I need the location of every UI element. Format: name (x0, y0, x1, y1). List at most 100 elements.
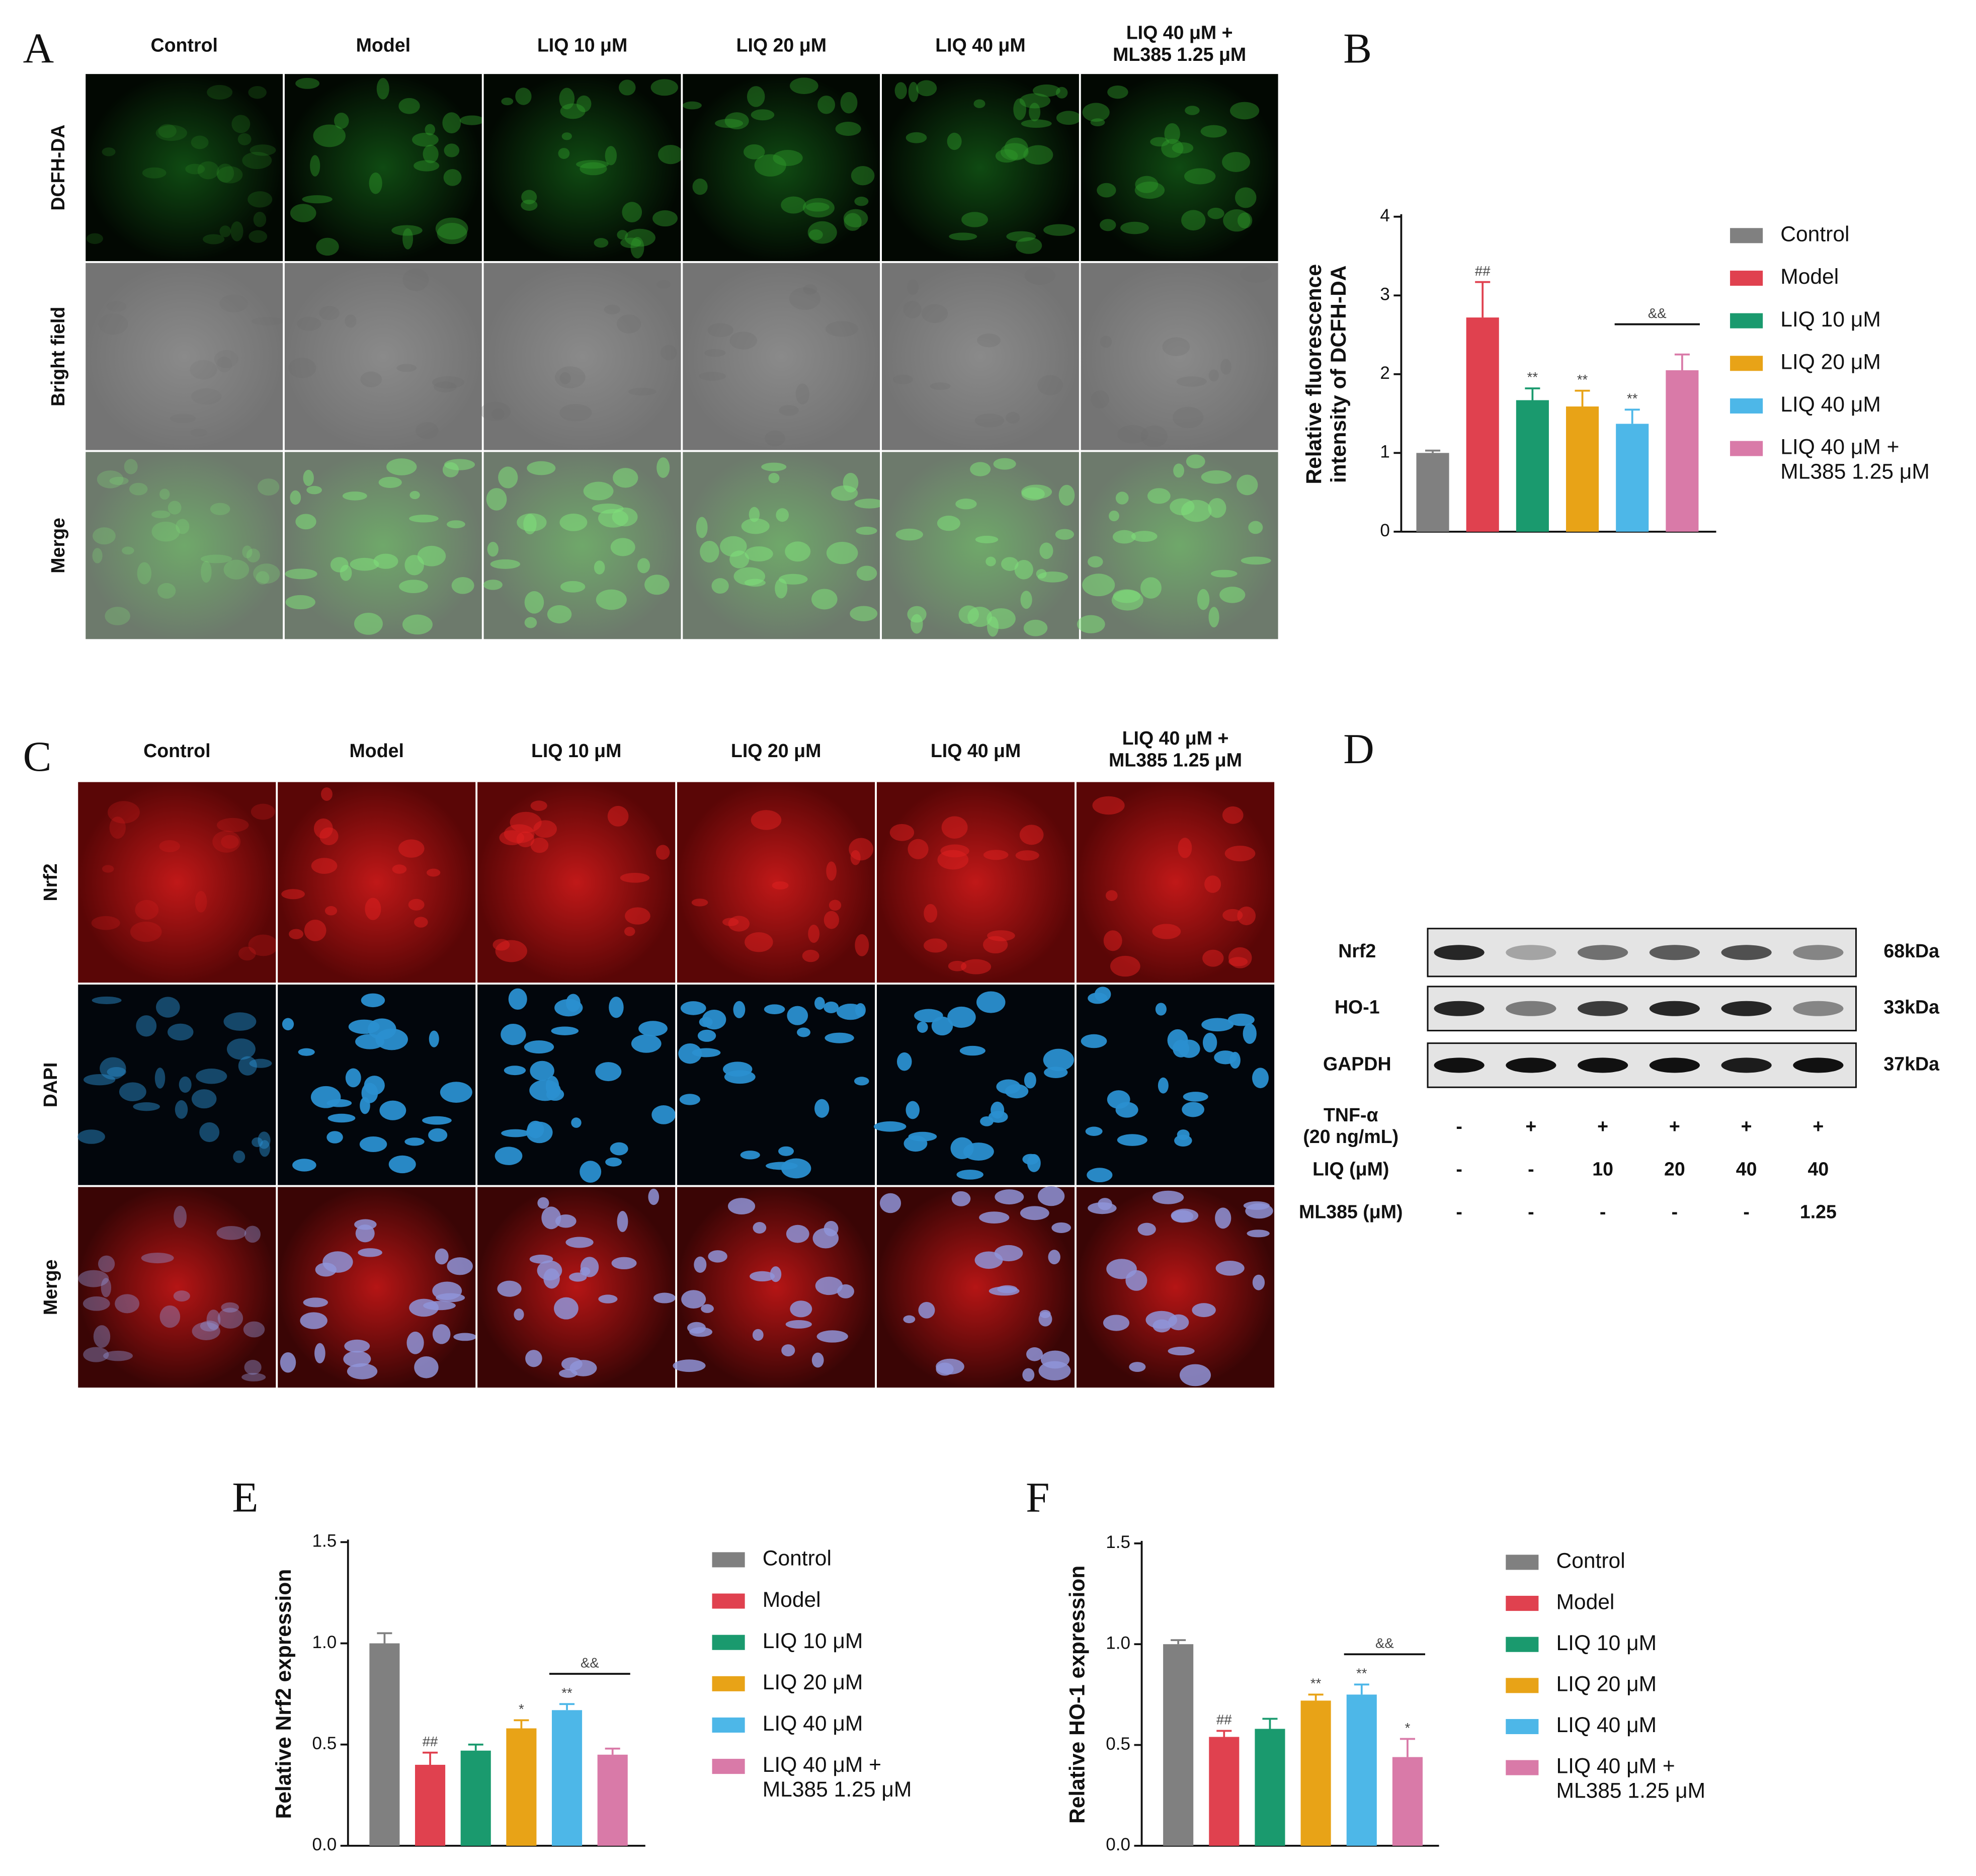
cell (1055, 87, 1068, 99)
cell (412, 132, 439, 147)
legend-label: Control (1556, 1549, 1625, 1573)
cell (1147, 488, 1171, 504)
panel-letter: E (232, 1474, 258, 1521)
cell (201, 560, 212, 583)
cell (1117, 425, 1148, 444)
cell (1208, 498, 1226, 518)
cell (1077, 615, 1105, 633)
cell (1178, 838, 1192, 858)
significance: ** (1527, 369, 1538, 385)
cell (216, 818, 249, 833)
cell (711, 578, 729, 594)
cell (289, 929, 304, 939)
band (1793, 945, 1844, 960)
cell (814, 997, 825, 1010)
cell (704, 349, 726, 357)
cell (979, 1211, 1010, 1224)
cell (1105, 890, 1118, 901)
bar (597, 1754, 628, 1846)
cell (624, 927, 635, 936)
cell (873, 1121, 907, 1132)
cell (1235, 187, 1257, 208)
cell (83, 1347, 109, 1362)
cell (212, 831, 241, 853)
cell (617, 230, 628, 240)
cell (1004, 137, 1029, 160)
cell (196, 1069, 227, 1084)
error-bar (1399, 1738, 1415, 1757)
cell (295, 77, 320, 89)
cell (625, 907, 650, 925)
cell (854, 1077, 869, 1086)
cell (1082, 103, 1110, 122)
cell (141, 1252, 174, 1264)
condition-value: + (1669, 1115, 1680, 1136)
cell (98, 313, 128, 335)
cell (109, 817, 126, 839)
cell (844, 213, 862, 231)
cell (610, 538, 635, 556)
cell (97, 470, 124, 488)
cell (678, 1043, 702, 1064)
cell (248, 191, 273, 208)
cell (707, 323, 733, 338)
band (1578, 945, 1628, 960)
cell (1092, 796, 1125, 815)
cell (155, 125, 187, 141)
error-bar (1624, 409, 1640, 424)
condition-name: TNF-α (20 ng/mL) (1303, 1104, 1398, 1147)
cell (918, 1301, 935, 1319)
cell (221, 1302, 239, 1313)
cell (1056, 111, 1081, 125)
band (1793, 1057, 1844, 1073)
cell (699, 372, 726, 381)
cell (314, 1343, 325, 1364)
cell (330, 557, 349, 573)
error-bar (377, 1632, 392, 1644)
cell (243, 1321, 265, 1338)
cell (1019, 825, 1044, 845)
legend-label: Control (1780, 222, 1849, 247)
cell (1109, 510, 1119, 522)
cell (316, 237, 339, 256)
cell (447, 1257, 473, 1275)
cell (168, 501, 182, 515)
cell (910, 614, 923, 634)
cell (976, 991, 1006, 1013)
cell (442, 112, 461, 134)
cell (1140, 577, 1162, 599)
cell (386, 458, 417, 475)
cell (195, 890, 207, 913)
cell (345, 314, 357, 328)
cell (656, 457, 670, 478)
cell (628, 387, 656, 396)
cell (281, 889, 305, 900)
cell (216, 1226, 246, 1240)
cell (824, 1001, 839, 1014)
cell (580, 162, 607, 176)
band (1506, 945, 1556, 960)
blot (1427, 986, 1857, 1032)
cell (1152, 1190, 1184, 1204)
cell (1172, 406, 1204, 429)
cell (825, 321, 858, 337)
cell (651, 1105, 676, 1124)
cell (729, 332, 758, 350)
cell (537, 1197, 549, 1209)
significance: ** (1627, 390, 1638, 406)
cell (779, 405, 799, 416)
cell (1243, 1023, 1257, 1044)
cell (524, 591, 544, 614)
cell (342, 491, 367, 501)
cell (327, 1113, 356, 1123)
cell (414, 160, 440, 172)
y-tick-label: 0.5 (312, 1734, 337, 1753)
cell (100, 1057, 126, 1080)
cell (546, 1088, 564, 1101)
cell (1200, 125, 1227, 138)
cell (751, 109, 775, 121)
cell (797, 1027, 810, 1037)
micrograph (475, 983, 678, 1187)
cell (559, 404, 592, 422)
cell (753, 1221, 767, 1234)
